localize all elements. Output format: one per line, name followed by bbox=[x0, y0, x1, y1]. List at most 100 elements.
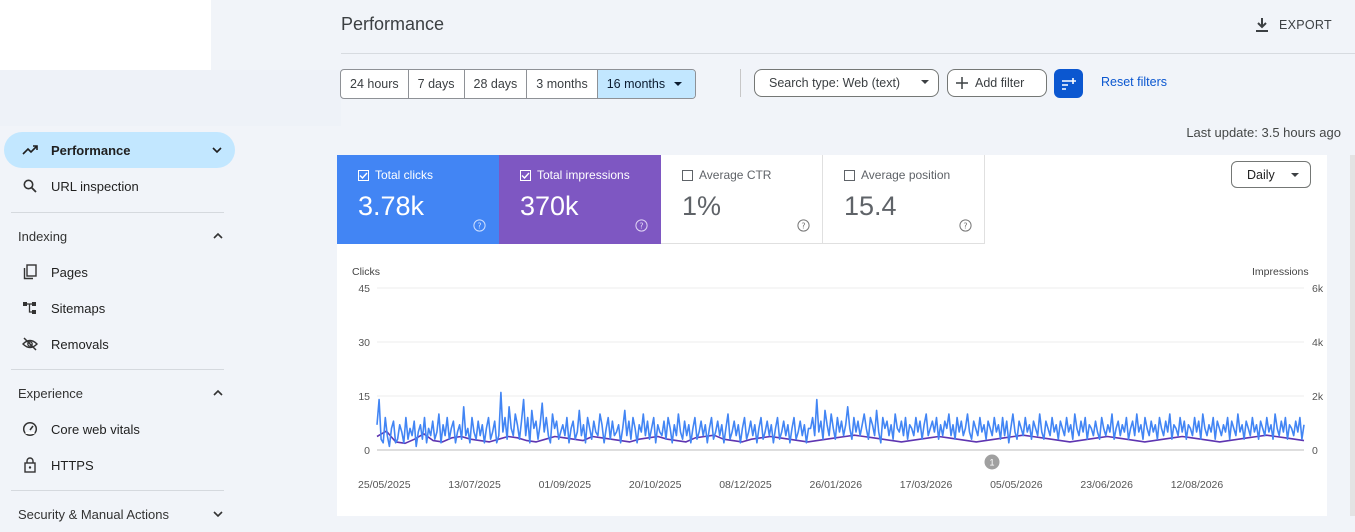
caret-down-icon bbox=[674, 82, 683, 86]
performance-chart[interactable]: 45 30 15 0 6k 4k 2k 0 25/05/2025 13/07/2025 01/09/… bbox=[337, 280, 1327, 516]
x-tick-label: 08/12/2025 bbox=[719, 479, 772, 491]
metric-value: 370k bbox=[520, 191, 579, 221]
metric-label: Average CTR bbox=[699, 168, 772, 182]
speedometer-icon bbox=[20, 419, 40, 439]
export-button[interactable]: EXPORT bbox=[1255, 12, 1332, 38]
chevron-down-icon bbox=[209, 142, 225, 158]
checkbox-unchecked-icon[interactable] bbox=[844, 169, 855, 181]
caret-down-icon bbox=[1291, 173, 1299, 177]
sidebar-item-label: Performance bbox=[51, 142, 131, 158]
x-tick-label: 05/05/2026 bbox=[990, 479, 1043, 491]
annotation-marker bbox=[984, 454, 1000, 470]
sidebar-item-performance[interactable]: Performance bbox=[4, 132, 235, 168]
granularity-dropdown[interactable]: Daily bbox=[1231, 161, 1311, 188]
download-icon bbox=[1256, 18, 1268, 32]
sitemap-icon bbox=[20, 298, 40, 318]
range-7-days[interactable]: 7 days bbox=[409, 70, 465, 98]
chevron-up-icon bbox=[210, 228, 226, 244]
filter-add-icon bbox=[1061, 77, 1076, 90]
y-tick-label-right: 4k bbox=[1312, 337, 1324, 349]
sidebar-divider bbox=[11, 490, 224, 491]
sidebar-section-experience[interactable]: Experience bbox=[18, 375, 228, 411]
add-filter-button[interactable]: Add filter bbox=[947, 69, 1047, 97]
header-divider bbox=[341, 53, 1355, 54]
sidebar-item-label: Core web vitals bbox=[51, 421, 140, 437]
help-icon[interactable]: ? bbox=[635, 219, 648, 232]
metric-total-clicks[interactable]: Total clicks 3.78k ? bbox=[337, 155, 499, 244]
y-tick-label-right: 2k bbox=[1312, 391, 1324, 403]
y-tick-label-left: 30 bbox=[358, 337, 370, 349]
export-label: EXPORT bbox=[1279, 18, 1332, 32]
sidebar-item-core-web-vitals[interactable]: Core web vitals bbox=[4, 411, 235, 447]
section-title: Indexing bbox=[18, 228, 68, 244]
trending-up-icon bbox=[20, 140, 40, 160]
section-title: Security & Manual Actions bbox=[18, 506, 170, 522]
help-icon[interactable]: ? bbox=[959, 219, 972, 232]
chevron-down-icon bbox=[210, 506, 226, 522]
sidebar-item-label: Sitemaps bbox=[51, 300, 106, 316]
reset-filters-link[interactable]: Reset filters bbox=[1101, 75, 1167, 89]
sidebar-section-indexing[interactable]: Indexing bbox=[18, 218, 228, 254]
sidebar-item-pages[interactable]: Pages bbox=[4, 254, 235, 290]
y-tick-label-left: 45 bbox=[358, 283, 370, 295]
logo-area bbox=[0, 0, 211, 70]
range-3-months[interactable]: 3 months bbox=[527, 70, 598, 98]
clicks-series-line bbox=[376, 391, 1305, 448]
sidebar-item-removals[interactable]: Removals bbox=[4, 326, 235, 362]
impressions-series-line bbox=[376, 430, 1305, 445]
metric-label: Total clicks bbox=[375, 168, 434, 182]
pages-icon bbox=[20, 262, 40, 282]
svg-text:?: ? bbox=[639, 222, 643, 231]
x-tick-label: 23/06/2026 bbox=[1080, 479, 1133, 491]
sidebar-item-label: HTTPS bbox=[51, 457, 94, 473]
search-type-label: Search type: Web (text) bbox=[769, 76, 901, 90]
help-icon[interactable]: ? bbox=[473, 219, 486, 232]
x-tick-label: 26/01/2026 bbox=[810, 479, 863, 491]
metric-value: 1% bbox=[682, 191, 722, 221]
granularity-label: Daily bbox=[1247, 167, 1275, 182]
annotation-badge-label: 1 bbox=[989, 458, 994, 468]
sidebar-section-security[interactable]: Security & Manual Actions bbox=[18, 496, 228, 532]
x-tick-label: 17/03/2026 bbox=[900, 479, 953, 491]
sidebar-divider bbox=[11, 212, 224, 213]
help-icon[interactable]: ? bbox=[797, 219, 810, 232]
lock-icon bbox=[20, 455, 40, 475]
range-16-months[interactable]: 16 months bbox=[597, 70, 696, 98]
property-selector-area bbox=[0, 70, 341, 126]
x-tick-label: 01/09/2025 bbox=[539, 479, 592, 491]
sidebar-item-url-inspection[interactable]: URL inspection bbox=[4, 168, 235, 204]
sidebar-item-label: URL inspection bbox=[51, 178, 139, 194]
metric-total-impressions[interactable]: Total impressions 370k ? bbox=[499, 155, 661, 244]
caret-down-icon bbox=[921, 80, 929, 84]
date-range-selector: 24 hours 7 days 28 days 3 months 16 mont… bbox=[340, 69, 697, 99]
y-tick-label-left: 15 bbox=[358, 391, 370, 403]
metric-label: Total impressions bbox=[537, 168, 630, 182]
metric-average-position[interactable]: Average position 15.4 ? bbox=[823, 155, 985, 244]
page-title: Performance bbox=[341, 14, 445, 34]
checkbox-checked-icon[interactable] bbox=[358, 169, 369, 181]
last-update-text: Last update: 3.5 hours ago bbox=[1186, 125, 1341, 140]
filter-settings-button[interactable] bbox=[1054, 69, 1083, 98]
y-tick-label-left: 0 bbox=[364, 445, 370, 457]
checkbox-unchecked-icon[interactable] bbox=[682, 169, 693, 181]
svg-text:?: ? bbox=[477, 222, 481, 231]
sidebar-divider bbox=[11, 369, 224, 370]
sidebar-item-label: Pages bbox=[51, 264, 88, 280]
x-tick-label: 25/05/2025 bbox=[358, 479, 411, 491]
chevron-up-icon bbox=[210, 385, 226, 401]
metric-value: 3.78k bbox=[358, 191, 425, 221]
sidebar-item-label: Removals bbox=[51, 336, 109, 352]
y-tick-label-right: 6k bbox=[1312, 283, 1324, 295]
scrollbar[interactable] bbox=[1350, 155, 1355, 516]
search-type-dropdown[interactable]: Search type: Web (text) bbox=[754, 69, 939, 97]
range-28-days[interactable]: 28 days bbox=[465, 70, 528, 98]
search-icon bbox=[20, 176, 40, 196]
sidebar-item-sitemaps[interactable]: Sitemaps bbox=[4, 290, 235, 326]
plus-icon bbox=[956, 77, 968, 89]
sidebar-item-https[interactable]: HTTPS bbox=[4, 447, 235, 483]
right-axis-title: Impressions bbox=[1252, 266, 1309, 278]
checkbox-checked-icon[interactable] bbox=[520, 169, 531, 181]
range-24-hours[interactable]: 24 hours bbox=[341, 70, 409, 98]
eye-off-icon bbox=[20, 334, 40, 354]
metric-average-ctr[interactable]: Average CTR 1% ? bbox=[661, 155, 823, 244]
